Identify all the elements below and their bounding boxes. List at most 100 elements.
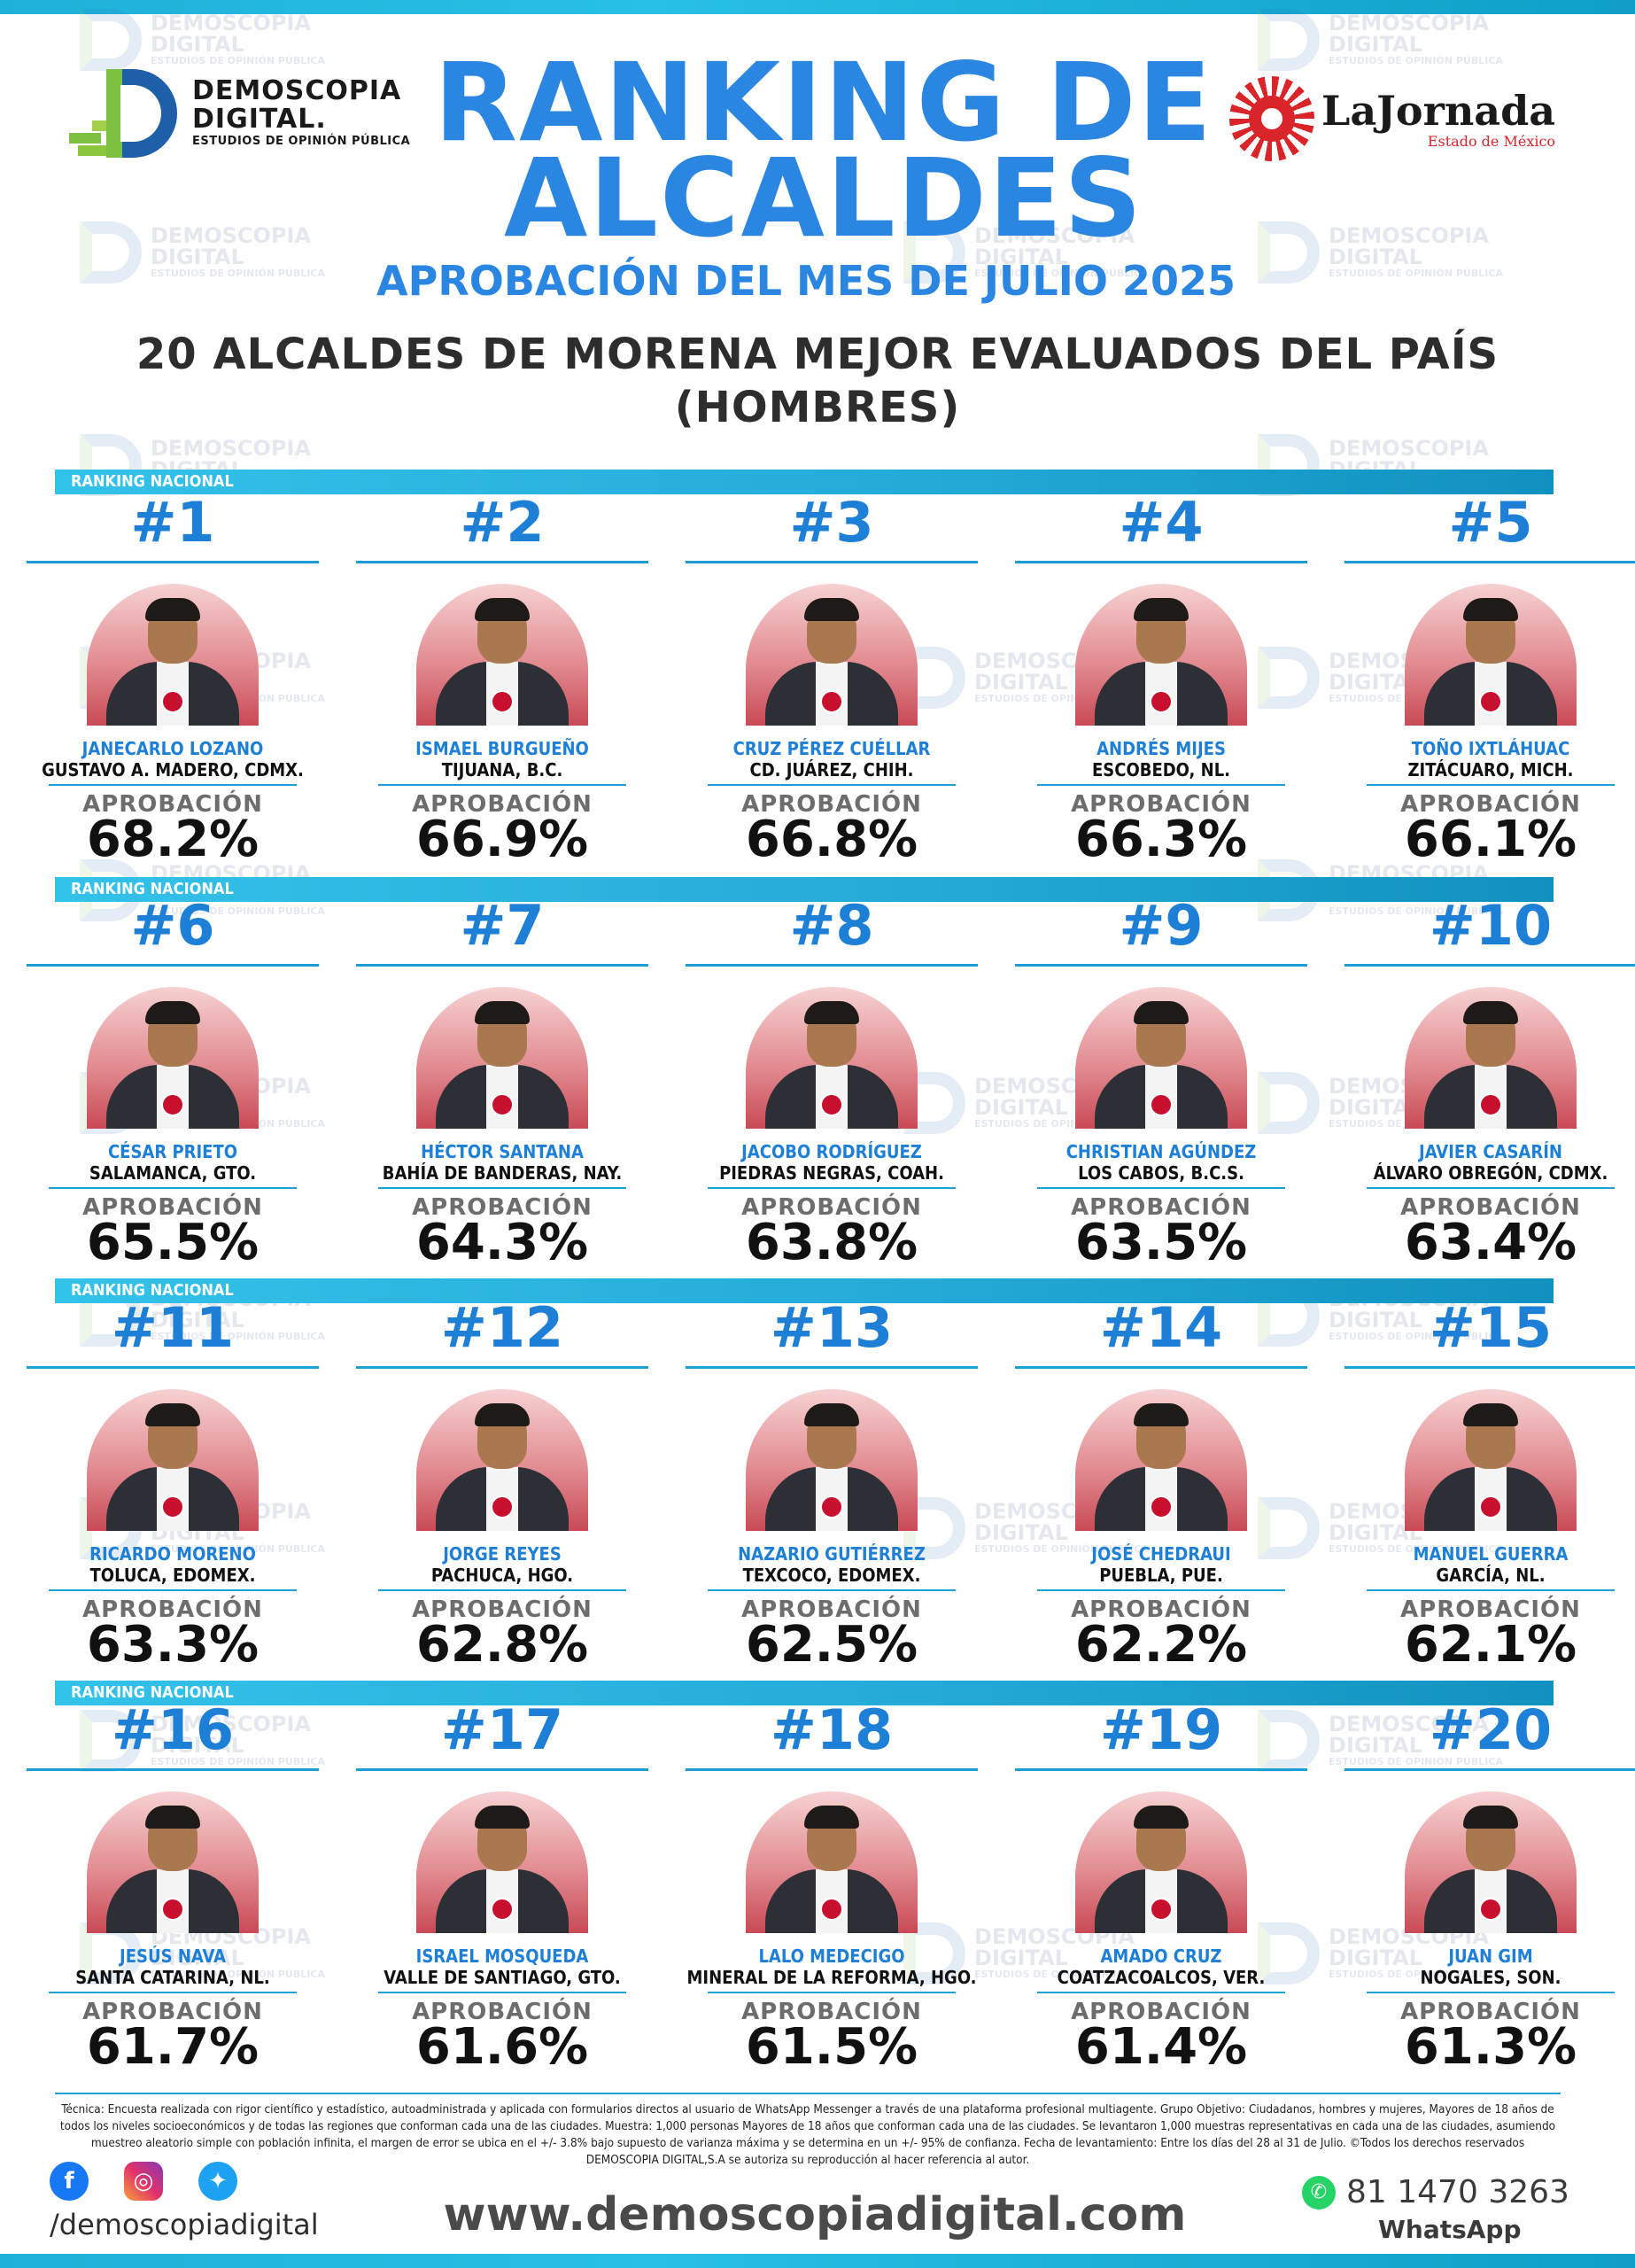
mayor-name: CRUZ PÉREZ CUÉLLAR [732, 738, 931, 759]
rank-number: #11 [111, 1295, 235, 1360]
mayor-municipality: CD. JUÁREZ, CHIH. [749, 759, 914, 781]
place-divider [708, 1187, 956, 1189]
rank-divider [356, 1366, 648, 1369]
top-accent-bar [0, 0, 1635, 14]
mayor-name: JUAN GIM [1448, 1946, 1533, 1967]
approval-value: 62.2% [1074, 1616, 1248, 1674]
ranking-card: #4 ANDRÉS MIJES ESCOBEDO, NL. APROBACIÓN 66.… [1015, 492, 1307, 867]
approval-value: 61.4% [1074, 2018, 1248, 2076]
ranking-card: #5 TOÑO IXTLÁHUAC ZITÁCUARO, MICH. APROBACI… [1344, 490, 1635, 868]
rank-divider [356, 561, 648, 563]
rank-number: #8 [789, 893, 874, 958]
mayor-name: MANUEL GUERRA [1413, 1543, 1569, 1565]
morena-badge-icon [1479, 1093, 1502, 1116]
heading-line1: 20 ALCALDES DE MORENA MEJOR EVALUADOS DE… [136, 330, 1499, 379]
mayor-municipality: NOGALES, SON. [1420, 1967, 1561, 1988]
place-divider [1037, 1992, 1285, 1993]
approval-label: APROBACIÓN [82, 1596, 263, 1623]
rank-number: #2 [460, 490, 545, 555]
bottom-accent-bar [0, 2254, 1635, 2268]
ranking-card: #17 ISRAEL MOSQUEDA VALLE DE SANTIAGO, GTO… [356, 1699, 648, 2075]
twitter-icon[interactable]: ✦ [198, 2162, 237, 2201]
approval-label: APROBACIÓN [741, 791, 922, 818]
morena-badge-icon [1479, 1495, 1502, 1518]
place-divider [378, 1589, 626, 1591]
morena-badge-icon [161, 690, 184, 713]
mayor-photo [1075, 584, 1247, 726]
social-icons: f ◎ ✦ [50, 2162, 237, 2201]
mayor-name: CHRISTIAN AGÚNDEZ [1065, 1141, 1257, 1162]
approval-value: 62.1% [1404, 1616, 1577, 1674]
mayor-photo [1405, 584, 1577, 726]
mayor-photo [416, 584, 588, 726]
rank-divider [27, 1768, 319, 1771]
approval-label: APROBACIÓN [1071, 1999, 1251, 2025]
social-handle[interactable]: /demoscopiadigital [50, 2208, 319, 2241]
approval-label: APROBACIÓN [741, 1999, 922, 2025]
mayor-municipality: COATZACOALCOS, VER. [1057, 1967, 1266, 1988]
place-divider [49, 1187, 297, 1189]
mayor-name: TOÑO IXTLÁHUAC [1411, 738, 1570, 759]
section-bar-ranking-nacional: RANKING NACIONAL [55, 470, 1554, 494]
ranking-card: #6 CÉSAR PRIETO SALAMANCA, GTO. APROBACIÓN 6… [27, 893, 319, 1271]
mayor-name: ISRAEL MOSQUEDA [415, 1946, 589, 1967]
approval-value: 61.5% [745, 2018, 918, 2076]
approval-label: APROBACIÓN [1400, 791, 1581, 818]
rank-number: #7 [460, 893, 545, 958]
whatsapp-label: WhatsApp [1378, 2215, 1522, 2244]
rank-divider [356, 964, 648, 967]
approval-value: 65.5% [86, 1214, 260, 1271]
rank-number: #12 [440, 1295, 564, 1360]
place-divider [1367, 1589, 1615, 1591]
la-jornada-logo: LaJornada Estado de México [1229, 76, 1555, 161]
mayor-name: JANECARLO LOZANO [81, 738, 264, 759]
section-label: RANKING NACIONAL [71, 472, 234, 491]
rank-divider [1344, 561, 1635, 563]
mayor-municipality: PUEBLA, PUE. [1099, 1565, 1223, 1586]
morena-badge-icon [820, 1898, 843, 1921]
place-divider [378, 1187, 626, 1189]
facebook-icon[interactable]: f [50, 2162, 89, 2201]
rank-number: #6 [130, 893, 215, 958]
morena-badge-icon [1150, 1093, 1173, 1116]
rank-number: #5 [1448, 490, 1533, 555]
website-link[interactable]: www.demoscopiadigital.com [443, 2188, 1187, 2241]
rank-number: #18 [770, 1697, 894, 1762]
rank-number: #20 [1429, 1697, 1553, 1762]
mayor-name: HÉCTOR SANTANA [421, 1141, 584, 1162]
morena-badge-icon [161, 1495, 184, 1518]
mayor-photo [746, 584, 918, 726]
approval-value: 62.5% [745, 1616, 918, 1674]
approval-value: 66.1% [1404, 811, 1577, 868]
mayor-municipality: BAHÍA DE BANDERAS, NAY. [382, 1162, 623, 1184]
morena-badge-icon [491, 1898, 514, 1921]
approval-label: APROBACIÓN [1071, 1596, 1251, 1623]
mayor-name: JOSÉ CHEDRAUI [1091, 1543, 1231, 1565]
approval-label: APROBACIÓN [1400, 1194, 1581, 1221]
rank-divider [686, 964, 978, 967]
approval-label: APROBACIÓN [412, 791, 593, 818]
whatsapp-phone[interactable]: ✆ 81 1470 3263 [1302, 2174, 1569, 2210]
mayor-municipality: MINERAL DE LA REFORMA, HGO. [686, 1967, 977, 1988]
demoscopia-logo-mark [69, 69, 180, 158]
mayor-municipality: ESCOBEDO, NL. [1091, 759, 1230, 781]
mayor-name: AMADO CRUZ [1100, 1946, 1222, 1967]
rank-number: #15 [1429, 1295, 1553, 1360]
page-heading: 20 ALCALDES DE MORENA MEJOR EVALUADOS DE… [53, 328, 1582, 434]
mayor-name: LALO MEDECIGO [758, 1946, 905, 1967]
instagram-icon[interactable]: ◎ [124, 2162, 163, 2201]
rank-divider [686, 1366, 978, 1369]
rank-number: #3 [789, 490, 874, 555]
logo-text-line2: DIGITAL. [192, 104, 327, 135]
approval-value: 63.5% [1074, 1214, 1248, 1271]
morena-badge-icon [1150, 690, 1173, 713]
place-divider [49, 1589, 297, 1591]
mayor-photo [1405, 1791, 1577, 1933]
place-divider [1367, 784, 1615, 786]
phone-number: 81 1470 3263 [1346, 2174, 1569, 2210]
title-line2: ALCALDES [503, 136, 1144, 261]
mayor-municipality: VALLE DE SANTIAGO, GTO. [384, 1967, 621, 1988]
morena-badge-icon [1479, 1898, 1502, 1921]
ranking-card: #7 HÉCTOR SANTANA BAHÍA DE BANDERAS, NAY. A… [356, 893, 648, 1270]
